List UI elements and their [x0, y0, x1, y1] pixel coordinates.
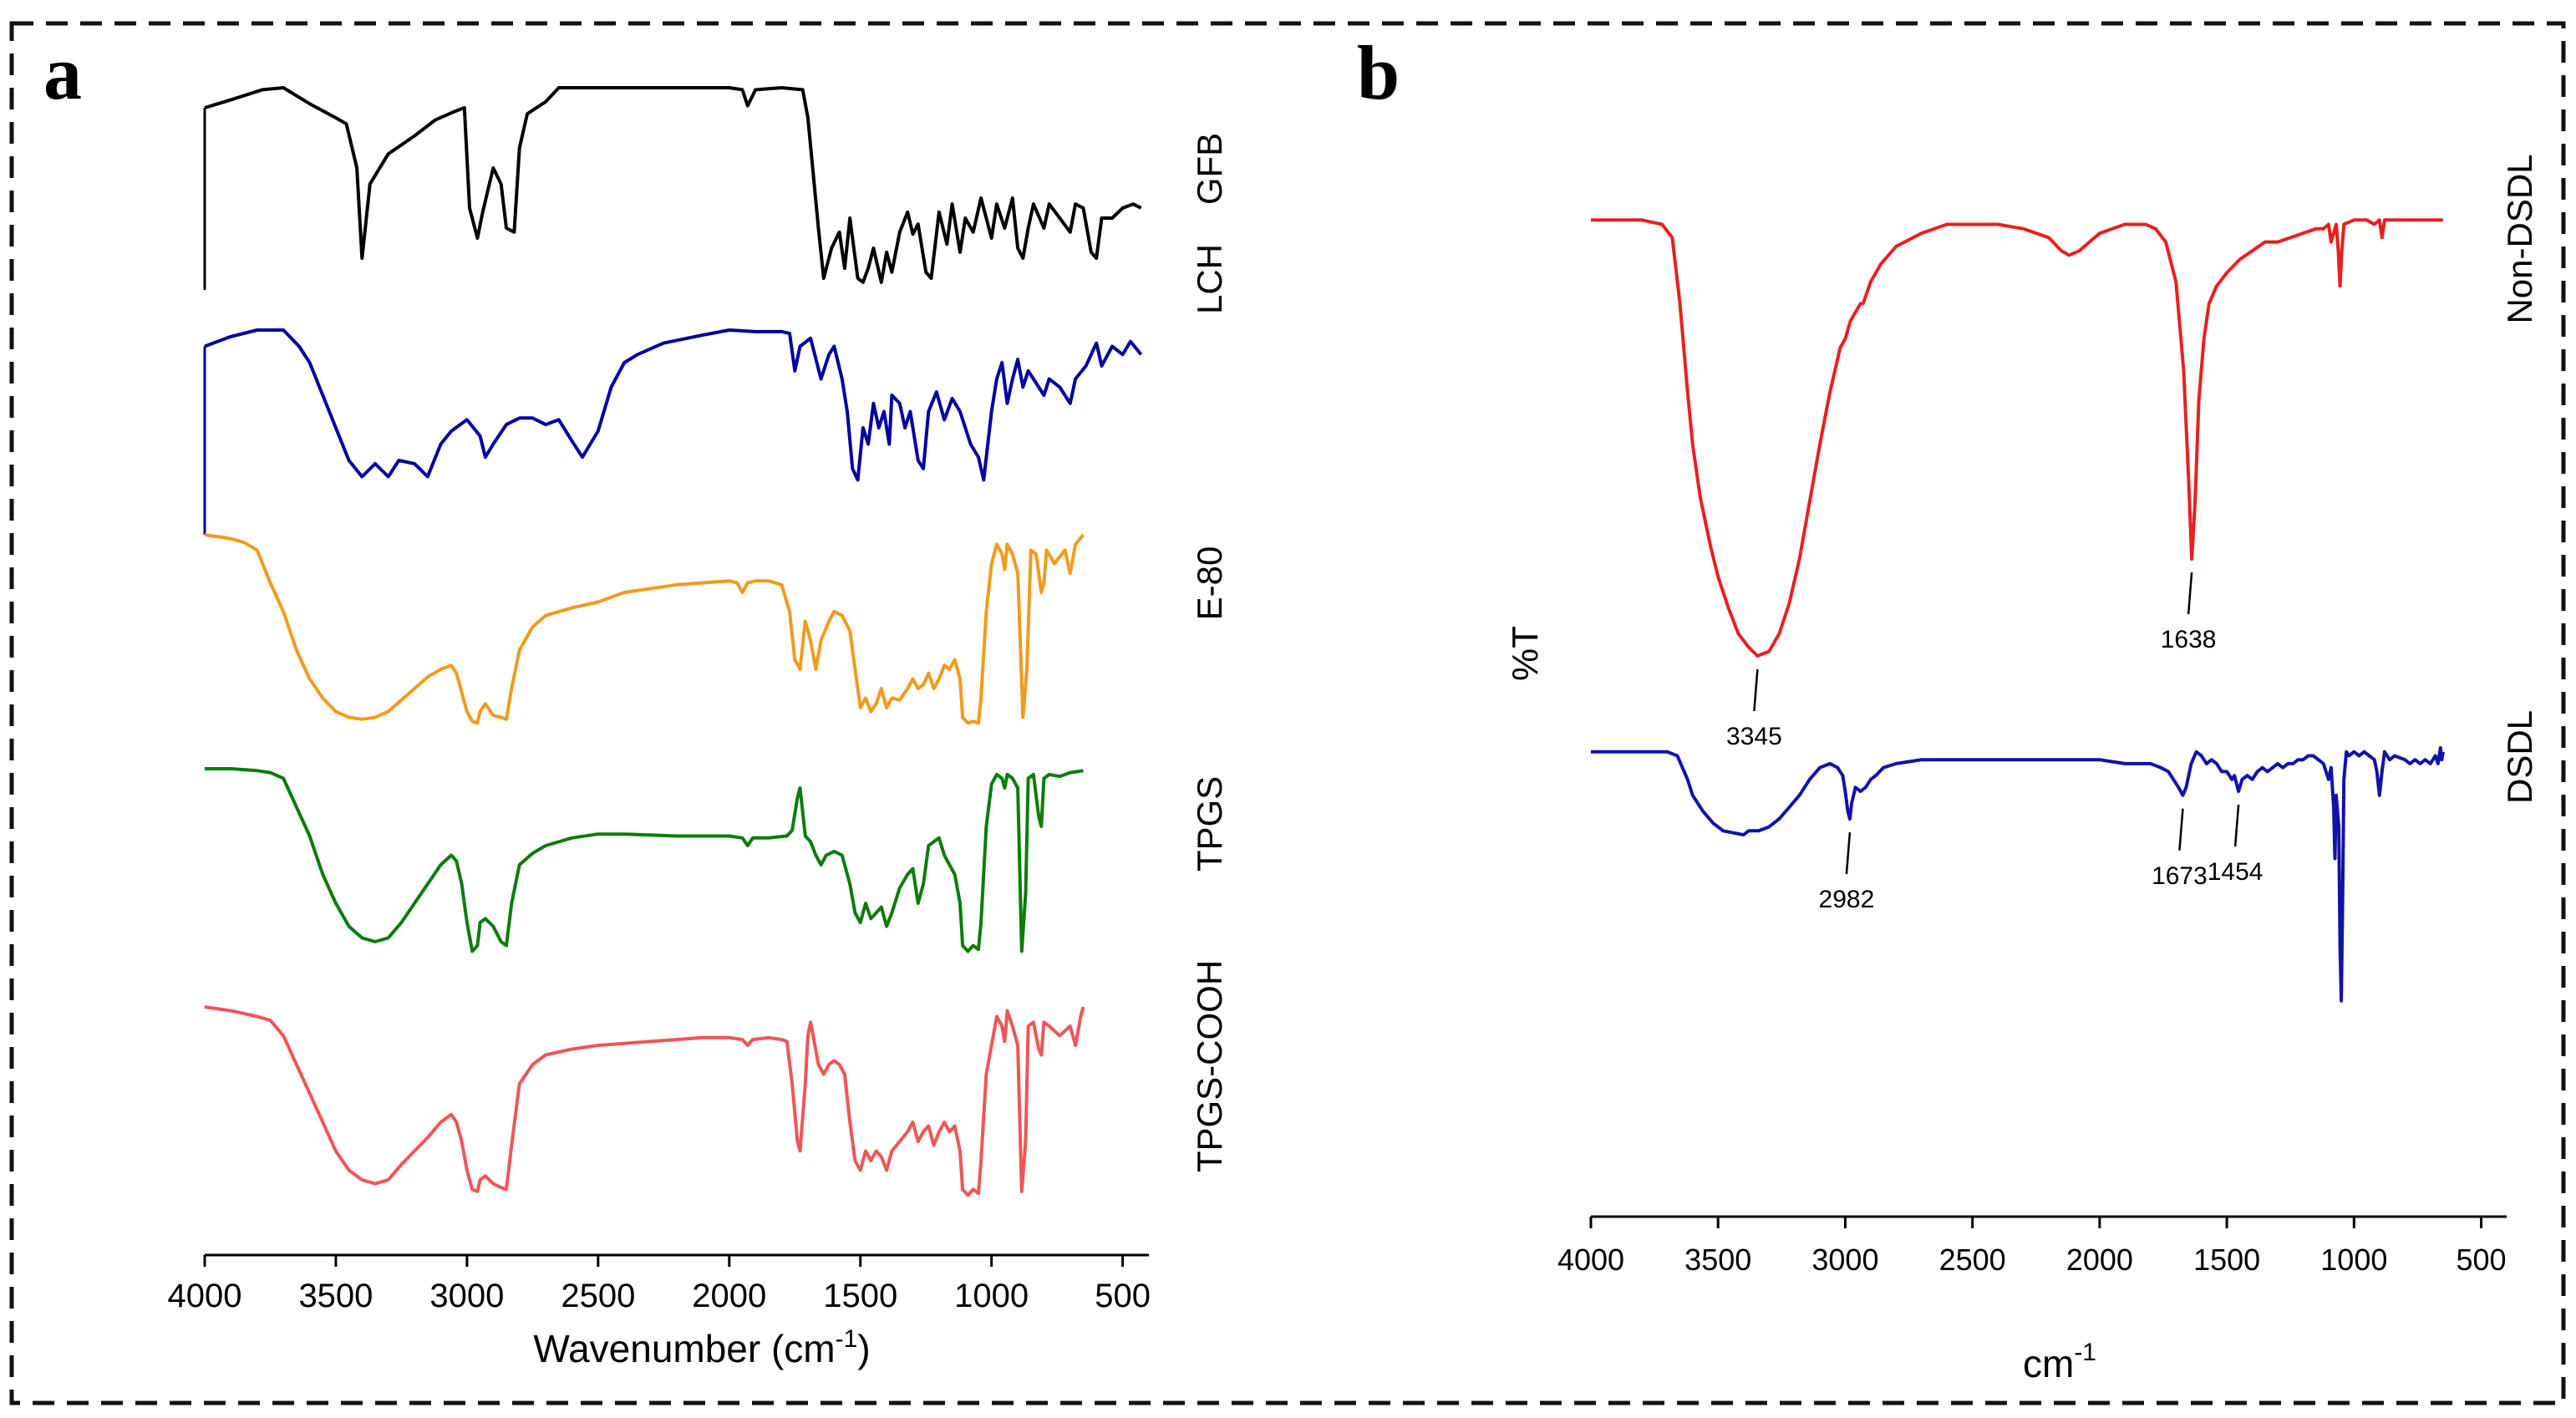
series-name-e-80: E-80 [1190, 546, 1229, 621]
panel-b-x-tick-label: 2000 [2066, 1243, 2133, 1277]
panel-a-ticks: 4000 3500 3000 2500 2000 1500 1000 500 [168, 1255, 1151, 1314]
panel-b-x-tick-label: 4000 [1557, 1243, 1624, 1277]
panel-b-series-group [1591, 218, 2445, 1003]
series-tpgs [205, 767, 1084, 953]
panel-b-x-tick-label: 2500 [1939, 1243, 2006, 1277]
annotation-leader [1753, 668, 1759, 712]
panel-b-x-tick-label: 3500 [1684, 1243, 1751, 1277]
panel-b-ticks: 4000 3500 3000 2500 2000 1500 1000 500 [1557, 1217, 2507, 1277]
annotation-label: 1638 [2161, 626, 2217, 653]
panel-a-x-tick-label: 1500 [823, 1278, 897, 1314]
series-name-dsdl: DSDL [2500, 710, 2539, 804]
panel-a-x-tick-label: 2500 [561, 1278, 635, 1314]
panel-b-label: b [1357, 30, 1400, 115]
panel-b-x-tick-label: 1500 [2193, 1243, 2260, 1277]
panel-b-series-names: Non-DSDL DSDL [2500, 154, 2539, 804]
panel-a: a 4000 3500 3000 2500 2000 1500 1000 500 GFB LCH… [43, 30, 1229, 1370]
series-gfb [204, 86, 1142, 284]
series-e-80 [204, 533, 1085, 725]
series-lch [204, 328, 1143, 482]
series-name-non-dsdl: Non-DSDL [2500, 154, 2539, 323]
panel-a-x-tick-label: 3000 [429, 1278, 504, 1314]
series-tpgs-cooh [204, 1005, 1085, 1197]
panel-a-series-group [203, 86, 1143, 1197]
series-dsdl [1591, 746, 2445, 1003]
panel-b-annotations: 3345 1638 2982 1673 1454 [1726, 572, 2263, 913]
dashed-frame [9, 21, 2566, 1405]
panel-a-x-tick-label: 1000 [954, 1278, 1029, 1314]
panel-b-x-tick-label: 500 [2457, 1243, 2507, 1277]
panel-a-x-tick-label: 3500 [298, 1278, 373, 1314]
annotation-label: 2982 [1819, 886, 1875, 913]
annotation-label: 1673 [2152, 862, 2208, 890]
annotation-leader [2187, 572, 2193, 615]
panel-b-x-label: cm-1 [2023, 1339, 2096, 1385]
annotation-leader [2233, 804, 2240, 847]
series-name-gfb: GFB [1190, 133, 1229, 205]
panel-a-series-names: GFB LCH E-80 TPGS TPGS-COOH [1190, 133, 1229, 1172]
series-name-lch: LCH [1190, 244, 1229, 314]
panel-a-x-tick-label: 500 [1095, 1278, 1151, 1314]
panel-b-x-tick-label: 3000 [1811, 1243, 1878, 1277]
annotation-leader [1845, 832, 1852, 875]
panel-a-x-tick-label: 4000 [168, 1278, 242, 1314]
annotation-label: 1454 [2208, 858, 2264, 886]
series-non-dsdl [1591, 218, 2443, 658]
series-name-tpgs: TPGS [1190, 776, 1229, 872]
panel-b-x-tick-label: 1000 [2320, 1243, 2387, 1277]
panel-a-x-label: Wavenumber (cm-1) [533, 1325, 870, 1370]
panel-a-x-tick-label: 2000 [692, 1278, 766, 1314]
annotation-leader [2178, 808, 2184, 851]
panel-b: b 4000 3500 3000 2500 2000 1500 1000 500 3345 16… [1357, 30, 2539, 1385]
panel-a-label: a [43, 30, 82, 115]
annotation-label: 3345 [1726, 723, 1782, 750]
series-name-tpgs-cooh: TPGS-COOH [1190, 960, 1229, 1172]
panel-b-y-label: %T [1505, 626, 1546, 681]
